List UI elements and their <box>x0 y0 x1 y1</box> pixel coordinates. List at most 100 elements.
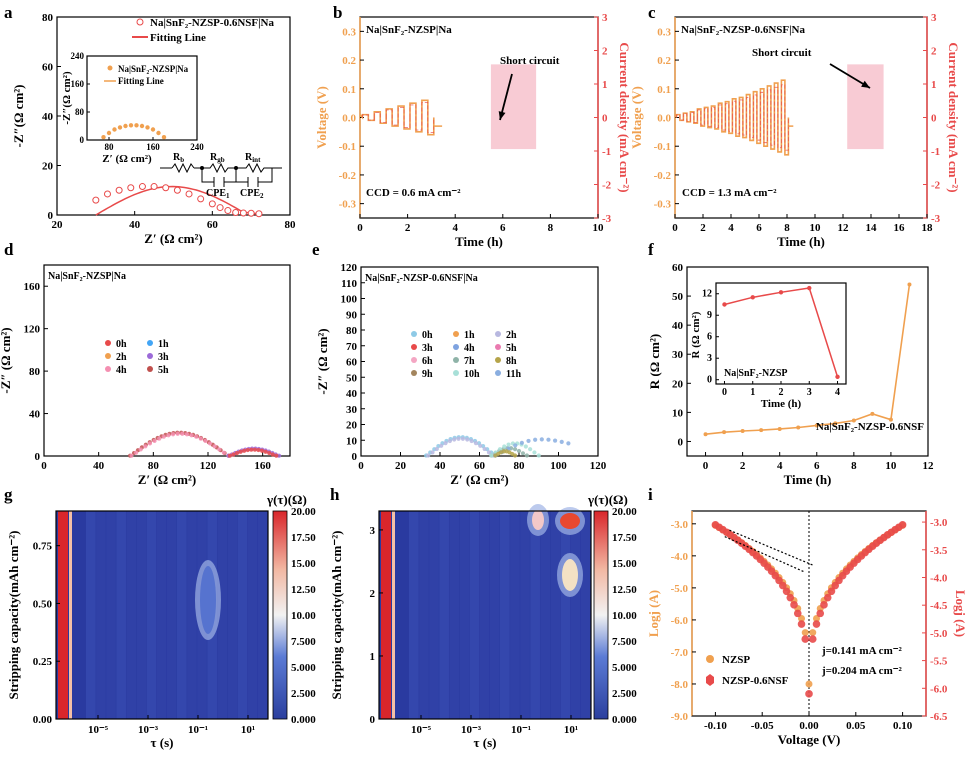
x-axis-label: Time (h) <box>455 234 503 249</box>
y2-tick-label: -4.0 <box>930 572 948 584</box>
y-tick-label: 1 <box>370 651 376 663</box>
y-tick-label: 120 <box>341 262 358 274</box>
data-point <box>197 195 205 203</box>
data-point <box>259 448 265 453</box>
resistor-rint <box>236 162 272 174</box>
data-point <box>92 196 100 204</box>
inset-point <box>139 123 145 129</box>
data-point <box>478 443 483 448</box>
heatmap-band <box>86 511 96 719</box>
nzsp-nsf-point <box>778 581 787 590</box>
data-point <box>270 452 275 457</box>
panel-label: b <box>333 3 342 22</box>
legend-label: Na|SnF₂-NZSP|Na <box>118 64 189 74</box>
data-point <box>430 450 435 455</box>
nzsp-nsf-point <box>790 601 798 609</box>
heatmap-band <box>540 511 551 719</box>
y-tick-label: 6 <box>707 332 712 343</box>
data-point <box>189 433 194 438</box>
annotation-label: j=0.141 mA cm⁻² <box>821 645 903 657</box>
y-tick-label: 80 <box>346 325 358 337</box>
x-tick-label: 0 <box>672 222 678 234</box>
legend-marker <box>147 340 153 346</box>
y-axis-label: Voltage (V) <box>629 86 644 149</box>
data-point <box>516 448 522 454</box>
y-tick-label: 50 <box>346 372 358 384</box>
y-tick-label: 0.00 <box>33 714 53 726</box>
panel-title: Na|SnF₂-NZSP-0.6NSF|Na <box>365 273 478 284</box>
x-tick-label: 0.00 <box>799 720 819 732</box>
x-tick-label: 0 <box>358 460 364 472</box>
heatmap-band <box>257 511 268 719</box>
data-point <box>242 448 247 453</box>
y2-tick-label: 0 <box>602 113 608 125</box>
data-point <box>185 190 193 198</box>
y-tick-label: 40 <box>29 409 41 421</box>
y2-tick-label: -3 <box>931 213 941 225</box>
panel-label: g <box>4 485 13 504</box>
data-point <box>157 436 162 441</box>
x-tick-label: 100 <box>550 460 567 472</box>
y2-tick-label: 1 <box>931 79 937 91</box>
legend-label: 4h <box>464 343 475 354</box>
y-tick-label: 0.25 <box>33 656 53 668</box>
circuit-label: Rgb <box>210 152 225 164</box>
x-tick-label: 2 <box>779 387 784 398</box>
heatmap-peak <box>532 510 544 530</box>
x-tick-label: 160 <box>146 142 160 152</box>
data-point <box>224 207 232 215</box>
legend-label: 7h <box>464 356 475 367</box>
colorbar-tick-label: 17.50 <box>291 532 316 544</box>
legend-label: 0h <box>116 339 127 350</box>
data-point <box>175 431 180 436</box>
data-point <box>559 439 564 444</box>
colorbar-tick-label: 17.50 <box>612 532 637 544</box>
data-point <box>247 209 255 217</box>
x-tick-label: 0 <box>722 387 727 398</box>
x-tick-label: 0.10 <box>893 720 913 732</box>
heatmap-band <box>156 511 167 719</box>
heatmap-band <box>177 511 187 719</box>
legend-label: 4h <box>116 365 127 376</box>
x-tick-label: 40 <box>129 219 141 231</box>
heatmap-edge-band <box>392 511 395 719</box>
legend-marker <box>495 357 501 363</box>
panel-label: c <box>648 3 656 22</box>
ccd-label: CCD = 1.3 mA cm⁻² <box>682 187 777 199</box>
data-point <box>759 428 764 433</box>
panel-e-frame <box>360 266 599 457</box>
y-tick-label: 0 <box>35 451 41 463</box>
x-tick-label: 14 <box>866 222 878 234</box>
y-tick-label: -5.0 <box>671 583 689 595</box>
heatmap-band <box>166 511 177 719</box>
inset-line <box>724 287 839 378</box>
inset-point <box>128 123 134 128</box>
y-tick-label: 30 <box>672 349 684 361</box>
legend-marker <box>706 674 714 686</box>
heatmap-band <box>530 511 540 719</box>
nzsp-nsf-point <box>805 690 813 698</box>
x-tick-label: 2 <box>700 222 706 234</box>
annotation-label: Short circuit <box>752 47 812 59</box>
data-point <box>489 453 494 458</box>
y-axis-label: Voltage (V) <box>314 86 329 149</box>
inset-y-label: -Z″(Ω cm²) <box>61 71 73 125</box>
y-tick-label: 0.2 <box>342 55 356 67</box>
y2-tick-label: -6.0 <box>930 683 948 695</box>
data-point <box>533 437 538 442</box>
y-axis-label: Stripping capacity(mAh cm⁻²) <box>329 531 344 700</box>
y-tick-label: 160 <box>24 281 41 293</box>
y-tick-label: 100 <box>341 294 358 306</box>
y-tick-label: 20 <box>42 161 54 173</box>
data-point <box>452 437 457 442</box>
current-trace <box>361 101 435 134</box>
legend-marker <box>495 370 501 376</box>
heatmap-band <box>419 511 429 719</box>
heatmap-peak <box>562 559 578 591</box>
y2-tick-label: -1 <box>931 146 940 158</box>
circuit-wire <box>201 168 214 183</box>
legend-label: 2h <box>116 352 127 363</box>
x-tick-label: 20 <box>395 460 407 472</box>
current-trace <box>675 84 789 151</box>
legend-marker <box>411 357 417 363</box>
